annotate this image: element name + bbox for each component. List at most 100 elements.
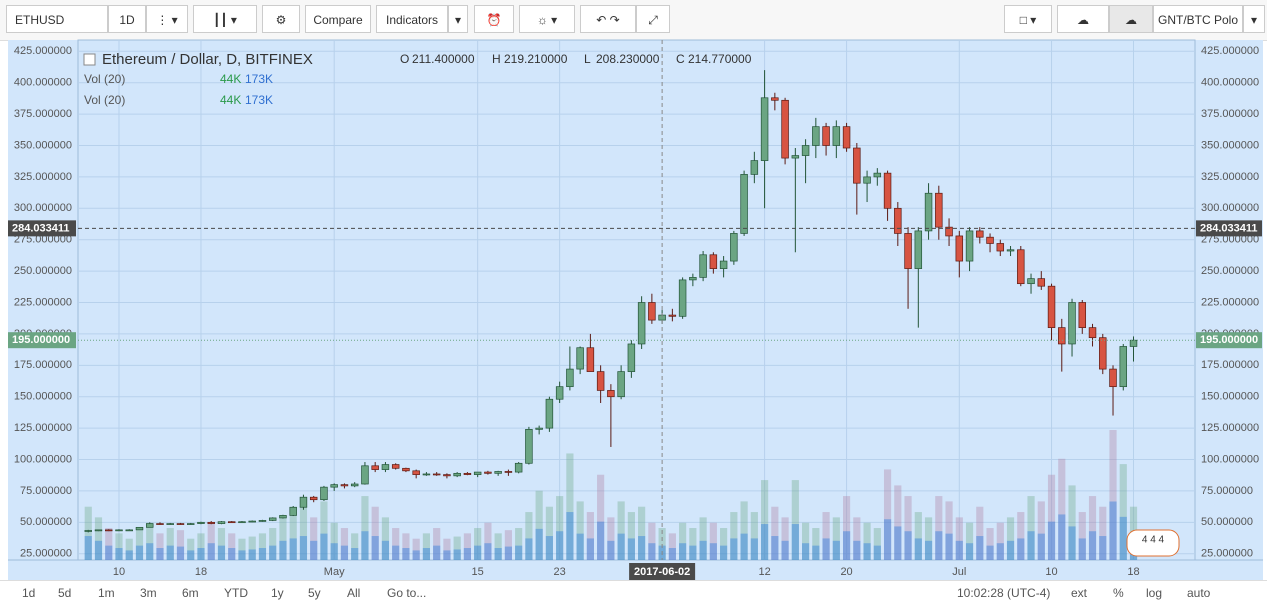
volume-bar [955, 517, 963, 560]
candle-body [781, 99, 789, 159]
volume-bar-2 [1119, 516, 1127, 560]
candle-body [156, 523, 164, 525]
watchlist[interactable]: GNT/BTC Polo [1153, 5, 1243, 33]
interval[interactable]: 1D [108, 5, 146, 33]
range-button[interactable]: 1d [22, 586, 36, 600]
watchlist-menu[interactable]: ▾ [1243, 5, 1265, 33]
volume-bar-2 [422, 548, 431, 560]
candle-body [617, 371, 625, 398]
x-tick-label: 15 [472, 566, 484, 578]
range-button[interactable]: YTD [224, 586, 248, 600]
volume-bar [976, 506, 984, 560]
volume-bar-2 [371, 536, 379, 560]
compare[interactable]: Compare [305, 5, 371, 33]
volume-bar-2 [750, 538, 758, 560]
volume-bar [699, 517, 707, 560]
goto-button[interactable]: Go to... [387, 586, 427, 600]
scale-option[interactable]: ext [1071, 586, 1088, 600]
volume-bar [617, 501, 625, 560]
volume-bar-2 [730, 538, 738, 560]
volume-bar-2 [1037, 533, 1045, 560]
undo-redo[interactable]: ↶ ↷ [580, 5, 636, 33]
volume-bar-2 [310, 540, 318, 560]
indicators-menu[interactable]: ▾ [448, 5, 468, 33]
candle-body [94, 529, 103, 532]
scale-option[interactable]: auto [1187, 586, 1211, 600]
candle-body [740, 174, 748, 234]
volume-bar [904, 496, 912, 560]
x-tick-label: 20 [840, 566, 852, 578]
candle-body [894, 207, 902, 234]
volume-bar [453, 536, 461, 560]
range-button[interactable]: 5y [308, 586, 321, 600]
volume-bar-2 [1027, 531, 1035, 560]
layout[interactable]: □ ▾ [1004, 5, 1052, 33]
bottom-bar: 1d 5d 1m 3m 6m YTD 1y 5y All Go to... 10:02:28 (UT… [0, 580, 1267, 606]
range-button[interactable]: 1m [98, 586, 115, 600]
volume-bar [873, 528, 881, 560]
volume-bar [709, 522, 717, 560]
candle-body [812, 126, 820, 146]
fullscreen[interactable]: ⤢ [636, 5, 670, 33]
volume-bar [566, 453, 574, 560]
volume-bar [535, 490, 543, 560]
candle-body [1109, 368, 1117, 388]
candle-body [750, 160, 759, 175]
range-button[interactable]: 1y [271, 586, 284, 600]
volume-bar-2 [904, 531, 912, 560]
ideas[interactable]: ☼ ▾ [519, 5, 575, 33]
chart-style[interactable]: ┃┃ ▾ [193, 5, 257, 33]
alert[interactable]: ⏰ [474, 5, 514, 33]
candle-body [484, 471, 492, 474]
indicators[interactable]: Indicators [376, 5, 448, 33]
candle-body [678, 279, 687, 317]
volume-bar-2 [1058, 514, 1066, 560]
settings[interactable]: ⚙ [262, 5, 300, 33]
symbol-input[interactable]: ETHUSD [6, 5, 108, 33]
volume-bar [351, 533, 359, 560]
range-button[interactable]: 3m [140, 586, 157, 600]
scale-option[interactable]: % [1113, 586, 1124, 600]
chart-title: Ethereum / Dollar, D, BITFINEX [102, 51, 313, 68]
y-tick-label-right: 50.000000 [1201, 516, 1253, 528]
volume-bar [802, 522, 810, 560]
candle-body [309, 496, 318, 501]
volume-bar-2 [351, 548, 359, 560]
volume-bar [853, 517, 861, 560]
save[interactable]: ☁ [1109, 5, 1153, 33]
volume-bar-2 [125, 550, 133, 560]
load[interactable]: ☁ [1057, 5, 1109, 33]
crosshair-label: 2017-06-02 [634, 566, 690, 578]
y-tick-label-right: 25.000000 [1201, 548, 1253, 560]
candle-body [566, 368, 574, 388]
candle-body [730, 233, 738, 262]
volume-bar [289, 512, 297, 560]
volume-bar-2 [740, 533, 748, 560]
candle-body [443, 474, 451, 477]
range-button[interactable]: All [347, 586, 361, 600]
candle-body [1129, 339, 1138, 347]
candle-body [186, 523, 195, 525]
volume-bar [279, 517, 287, 560]
interval-menu[interactable]: ⋮ ▾ [146, 5, 188, 33]
range-button[interactable]: 5d [58, 586, 72, 600]
volume-bar-2 [689, 545, 697, 560]
candle-body [1017, 249, 1025, 285]
volume-bar [1027, 496, 1035, 560]
y-tick-label-right: 325.000000 [1201, 171, 1259, 183]
volume-bar [320, 501, 328, 560]
volume-bar [812, 528, 820, 560]
volume-bar [1109, 430, 1117, 560]
range-button[interactable]: 6m [182, 586, 199, 600]
volume-bar-2 [279, 540, 287, 560]
price-badge-right [1196, 332, 1262, 349]
volume-bar-2 [1017, 538, 1025, 560]
volume-bar [822, 512, 830, 560]
volume-bar-2 [217, 545, 226, 560]
volume-bar [986, 528, 994, 560]
volume-bar-2 [412, 550, 420, 560]
y-tick-label: 350.000000 [14, 139, 72, 151]
volume-bar-2 [463, 548, 471, 560]
scale-option[interactable]: log [1146, 586, 1163, 600]
volume-bar-2 [822, 538, 830, 560]
